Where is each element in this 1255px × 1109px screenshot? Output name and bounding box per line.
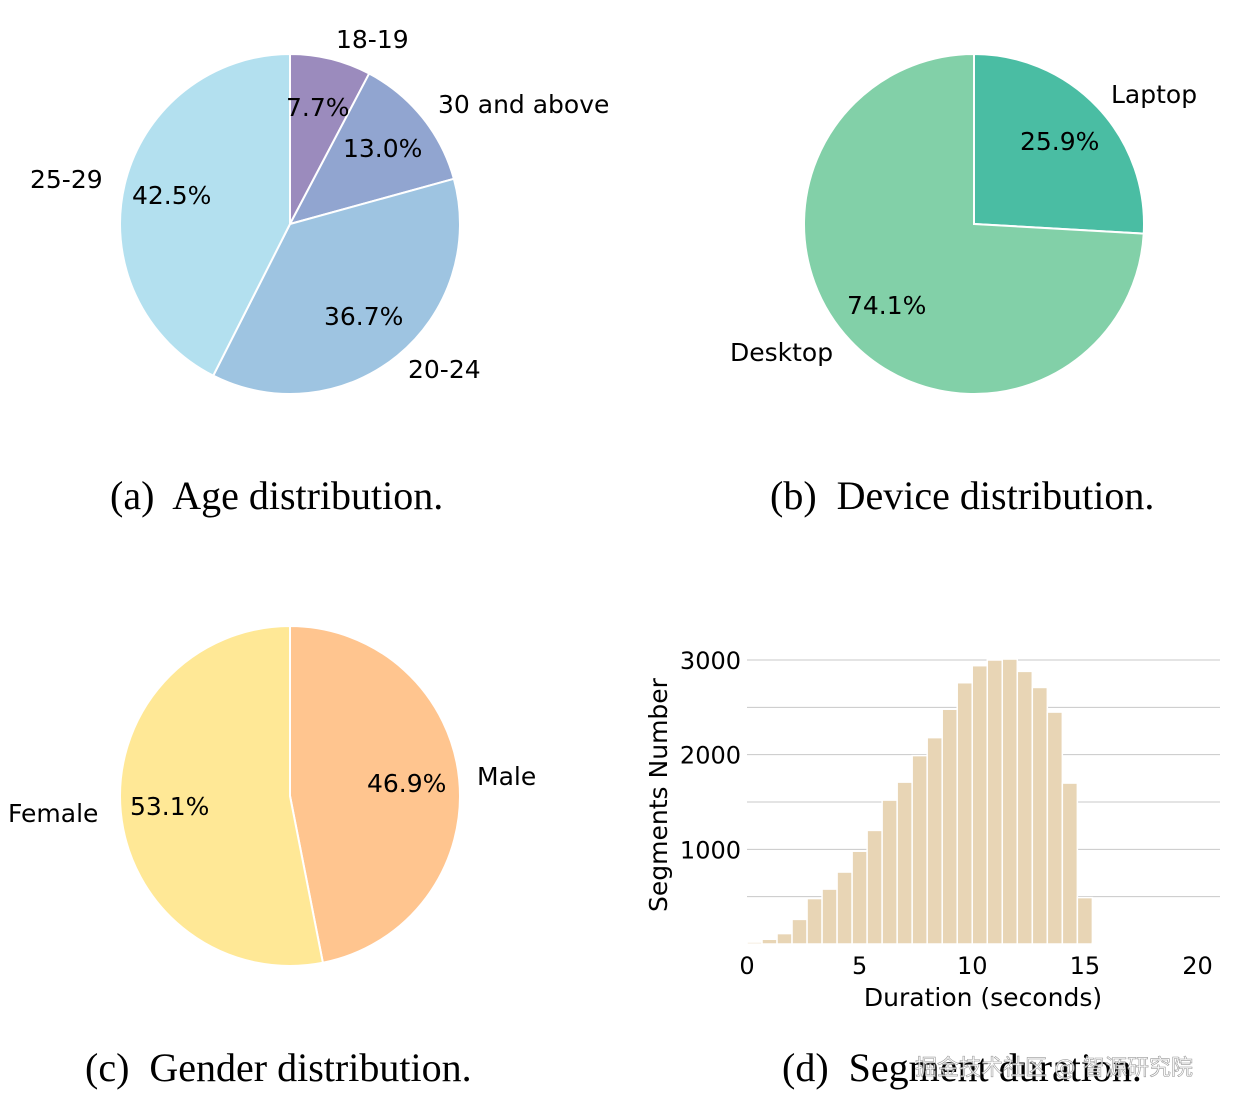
histogram-bar [1061,782,1079,945]
pie-age-label-30-above: 30 and above [438,90,609,119]
histogram-bar [866,829,883,945]
histogram-bar [851,850,868,945]
pie-gender-label-female: Female [8,799,98,828]
pie-age-pct-20-24: 36.7% [324,302,403,331]
pie-age-slice-20-24 [211,177,461,395]
x-tick-label: 15 [1070,952,1101,980]
pie-age-slice-25-29 [119,52,291,378]
histogram-bar [776,932,793,945]
pie-device-slice-laptop [973,52,1145,235]
pie-gender-label-male: Male [477,762,536,791]
x-tick-label: 10 [957,952,988,980]
pie-age-pct-25-29: 42.5% [132,181,211,210]
histogram-bar [761,938,778,945]
pie-device-label-desktop: Desktop [730,338,833,367]
histogram-bar [971,664,989,945]
histogram-bar [911,754,928,945]
histogram-bar [1016,670,1034,945]
pie-device-slice-desktop [803,52,1145,395]
histogram-bar [986,659,1004,945]
caption-a: (a) Age distribution. [110,473,443,518]
caption-b: (b) Device distribution. [770,473,1154,518]
y-tick-label: 3000 [680,647,741,675]
pie-age-label-25-29: 25-29 [30,165,103,194]
pie-device: Laptop Desktop 25.9% 74.1% (b) Device di… [730,52,1197,518]
pie-gender-pct-male: 46.9% [367,769,446,798]
x-tick-label: 0 [739,952,754,980]
pie-age: 18-19 30 and above 20-24 25-29 7.7% 13.0… [30,25,609,518]
pie-age-label-20-24: 20-24 [408,355,481,384]
histogram-bar [746,941,763,945]
pie-device-label-laptop: Laptop [1111,80,1197,109]
pie-gender-slice-female [118,624,325,967]
histogram-bar [956,681,973,945]
pie-age-slice-30-and-above [288,72,456,226]
histogram-bar [881,799,898,945]
y-tick-label: 1000 [680,836,741,864]
histogram-bar [806,897,823,945]
histogram-bar [941,708,958,945]
histogram-bar [836,871,853,945]
x-tick-label: 5 [852,952,867,980]
pie-age-pct-18-19: 7.7% [286,93,350,122]
pie-gender-pct-female: 53.1% [130,792,209,821]
histogram-bar [821,888,838,945]
histogram-bar [791,918,808,945]
histogram-bar [1031,686,1049,945]
histogram-bar [896,781,913,945]
y-tick-label: 2000 [680,742,741,770]
histogram-bar [926,736,943,945]
histogram-bar [1001,658,1019,945]
y-axis-label: Segments Number [644,677,673,912]
histogram-bar [1076,896,1094,945]
pie-device-pct-laptop: 25.9% [1020,127,1099,156]
x-axis-label: Duration (seconds) [864,983,1102,1012]
pie-age-label-18-19: 18-19 [336,25,409,54]
pie-gender: Male Female 46.9% 53.1% (c) Gender distr… [8,624,536,1090]
histogram-bar [1091,942,1109,945]
histogram-bar [1046,711,1064,945]
caption-d: (d) Segment duration. [782,1045,1142,1090]
watermark: 掘金技术社区 @ 智源研究院 [915,1056,1193,1081]
pie-age-pct-30-above: 13.0% [343,134,422,163]
pie-device-pct-desktop: 74.1% [847,291,926,320]
caption-c: (c) Gender distribution. [85,1045,472,1090]
pie-gender-slice-male [289,624,461,964]
x-tick-label: 20 [1182,952,1213,980]
